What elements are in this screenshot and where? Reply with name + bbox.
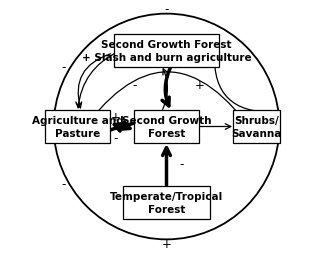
Text: -: -	[114, 132, 118, 145]
Text: +: +	[162, 237, 171, 250]
Text: +: +	[111, 110, 121, 123]
Text: -: -	[61, 61, 66, 74]
Text: Temperate/Tropical
Forest: Temperate/Tropical Forest	[110, 192, 223, 214]
Text: -: -	[235, 110, 240, 123]
FancyBboxPatch shape	[45, 110, 110, 144]
Text: -: -	[164, 3, 169, 16]
Text: Agriculture and
Pasture: Agriculture and Pasture	[32, 116, 124, 138]
FancyBboxPatch shape	[134, 110, 199, 144]
Text: Shrubs/
Savanna: Shrubs/ Savanna	[231, 116, 282, 138]
Text: -: -	[133, 79, 137, 92]
Text: -: -	[61, 177, 66, 190]
FancyBboxPatch shape	[123, 186, 210, 219]
FancyBboxPatch shape	[114, 35, 219, 68]
Text: Second Growth
Forest: Second Growth Forest	[122, 116, 211, 138]
Text: -: -	[179, 157, 184, 170]
Text: Second Growth Forest
+ Slash and burn agriculture: Second Growth Forest + Slash and burn ag…	[82, 40, 251, 62]
FancyBboxPatch shape	[233, 110, 280, 144]
Text: +: +	[194, 79, 204, 92]
